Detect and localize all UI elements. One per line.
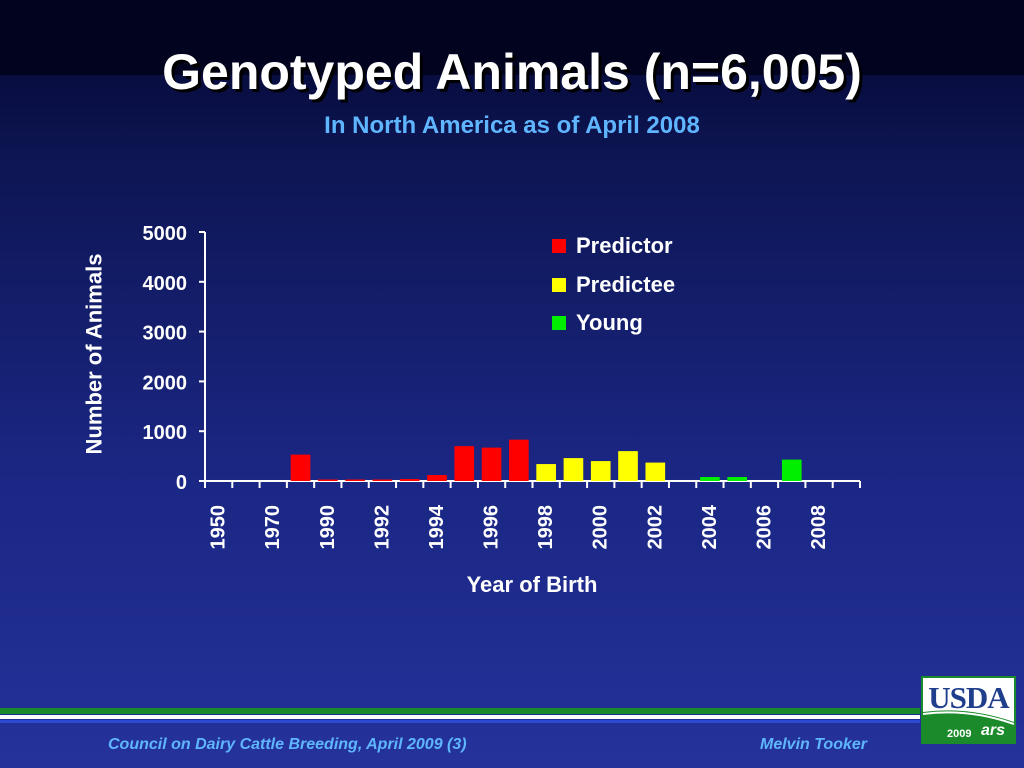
bar-predictor bbox=[481, 447, 502, 481]
ars-logo-mark: ars bbox=[981, 722, 1006, 739]
footer-author: Melvin Tooker bbox=[760, 736, 867, 753]
footer-rule-blue bbox=[0, 720, 920, 723]
x-tick-label: 2000 bbox=[590, 505, 612, 550]
x-tick-label: 1996 bbox=[481, 505, 503, 550]
footer-rule-green bbox=[0, 708, 920, 714]
y-tick-label: 1000 bbox=[143, 422, 188, 444]
footer-rule-white bbox=[0, 715, 920, 719]
y-tick-label: 3000 bbox=[143, 323, 188, 345]
x-tick-label: 2008 bbox=[808, 505, 830, 550]
legend-item-predictee: Predictee bbox=[552, 272, 676, 297]
x-tick-label: 2006 bbox=[753, 505, 775, 550]
legend-label-predictor: Predictor bbox=[576, 233, 673, 258]
x-tick-label: 1950 bbox=[208, 505, 230, 550]
bar-predictor bbox=[427, 475, 447, 481]
y-tick-label: 2000 bbox=[143, 372, 188, 394]
x-tick-label: 1992 bbox=[371, 505, 393, 550]
bar-predictee bbox=[645, 462, 666, 481]
usda-logo-text: USDA bbox=[928, 680, 1009, 715]
bar-predictor bbox=[290, 454, 311, 481]
bar-predictor bbox=[317, 479, 338, 481]
legend-swatch-young bbox=[552, 316, 566, 330]
legend-label-predictee: Predictee bbox=[576, 272, 676, 297]
y-tick-label: 0 bbox=[176, 472, 187, 494]
x-tick-label: 1994 bbox=[426, 504, 448, 549]
y-tick-label: 5000 bbox=[143, 223, 188, 245]
x-tick-label: 1990 bbox=[317, 505, 339, 550]
y-tick-label: 4000 bbox=[143, 273, 188, 295]
x-tick-label: 2004 bbox=[699, 504, 721, 549]
usda-logo-year: 2009 bbox=[947, 728, 972, 740]
x-tick-label: 2002 bbox=[644, 505, 666, 550]
bar-predictor bbox=[454, 446, 475, 481]
x-tick-label: 1998 bbox=[535, 505, 557, 550]
footer-left-text: Council on Dairy Cattle Breeding, April … bbox=[108, 736, 467, 753]
bar-predictor bbox=[399, 479, 420, 481]
bar-young bbox=[727, 477, 748, 481]
usda-logo-swoosh-icon bbox=[923, 710, 1014, 742]
legend-item-predictor: Predictor bbox=[552, 233, 673, 258]
bar-predictor bbox=[345, 479, 365, 481]
x-axis-label: Year of Birth bbox=[467, 572, 598, 597]
x-tick-label: 1970 bbox=[262, 505, 284, 550]
bar-predictee bbox=[618, 451, 638, 481]
bar-predictor bbox=[372, 479, 393, 481]
usda-logo: USDA 2009 ars bbox=[921, 676, 1016, 744]
y-axis-label: Number of Animals bbox=[82, 254, 107, 455]
bar-young bbox=[781, 459, 802, 481]
bar-young bbox=[700, 477, 720, 481]
bar-predictor bbox=[509, 439, 529, 481]
legend-label-young: Young bbox=[576, 310, 643, 335]
slide-subtitle: In North America as of April 2008 bbox=[324, 112, 700, 139]
bar-predictee bbox=[590, 461, 611, 481]
slide-title: Genotyped Animals (n=6,005) bbox=[162, 44, 862, 100]
bar-predictee bbox=[563, 458, 584, 481]
legend-item-young: Young bbox=[552, 310, 643, 335]
legend-swatch-predictor bbox=[552, 239, 566, 253]
legend-swatch-predictee bbox=[552, 278, 566, 292]
bar-predictee bbox=[536, 464, 556, 481]
title-band bbox=[0, 0, 1024, 75]
